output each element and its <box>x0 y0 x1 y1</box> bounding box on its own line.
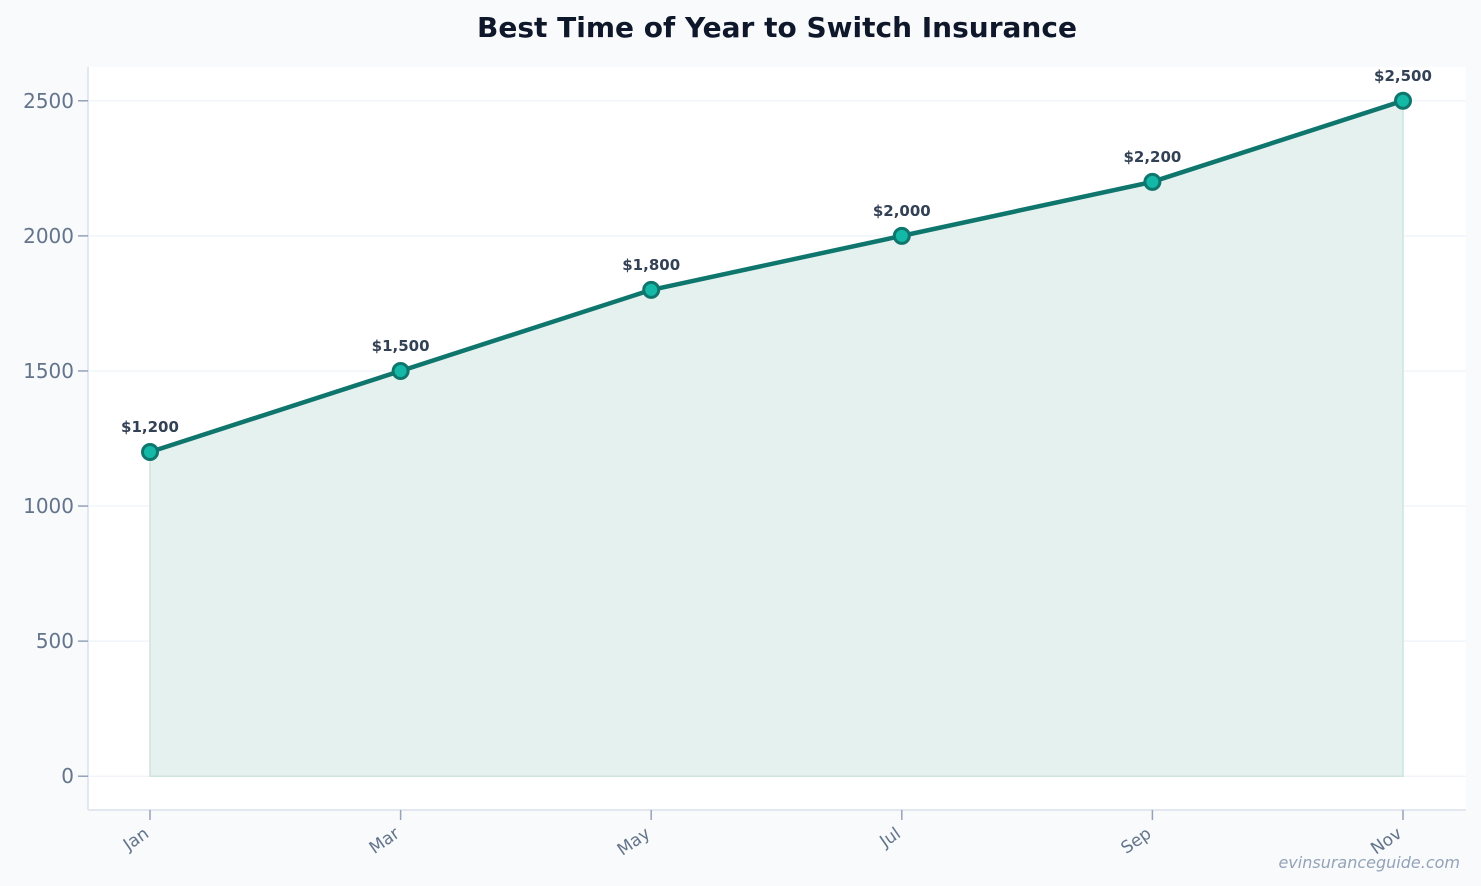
y-tick-label: 2500 <box>23 89 74 113</box>
data-point <box>642 280 661 299</box>
data-points <box>141 91 1412 462</box>
data-label: $2,200 <box>1123 148 1181 166</box>
y-tick-label: 2000 <box>23 224 74 248</box>
x-tick-label: Sep <box>1118 824 1156 859</box>
chart-title: Best Time of Year to Switch Insurance <box>477 11 1077 44</box>
data-point <box>141 443 159 462</box>
x-axis-ticks: Jan Mar May Jul Sep Nov <box>119 810 1406 860</box>
data-point <box>1143 172 1162 191</box>
x-tick-label: Mar <box>366 824 404 859</box>
y-tick-label: 1500 <box>23 359 74 383</box>
data-labels: $1,200 $1,500 $1,800 $2,000 $2,200 $2,500 <box>121 67 1432 436</box>
data-label: $2,000 <box>873 202 931 220</box>
x-tick-label: Jan <box>119 824 153 856</box>
series-line <box>147 98 1406 455</box>
x-tick-label: Jul <box>876 824 905 853</box>
data-label: $1,200 <box>121 418 179 436</box>
series-line-layer <box>147 98 1406 455</box>
axes <box>87 67 1466 811</box>
data-label: $1,800 <box>622 256 680 274</box>
data-label: $2,500 <box>1374 67 1432 85</box>
y-tick-label: 1000 <box>23 494 74 518</box>
y-tick-label: 500 <box>36 629 74 653</box>
data-point <box>892 226 911 245</box>
data-point <box>1394 91 1412 110</box>
x-tick-label: May <box>614 824 654 861</box>
y-tick-label: 0 <box>61 764 74 788</box>
y-axis-ticks: 0 500 1000 1500 2000 2500 <box>23 89 88 788</box>
watermark: evinsuranceguide.com <box>1278 853 1460 872</box>
data-point <box>391 361 410 380</box>
data-label: $1,500 <box>372 337 430 355</box>
